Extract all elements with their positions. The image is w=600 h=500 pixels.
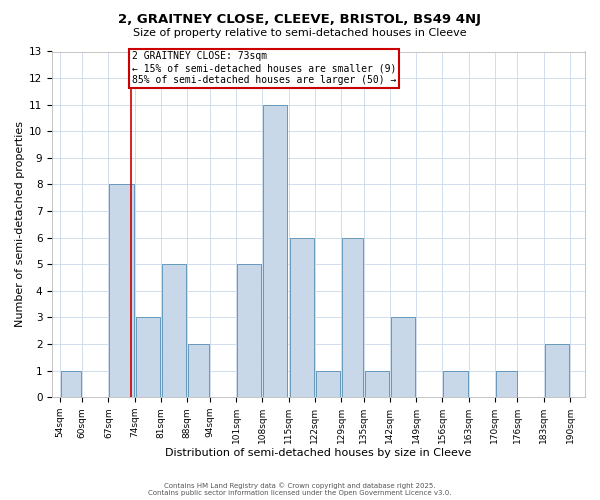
Text: 2 GRAITNEY CLOSE: 73sqm
← 15% of semi-detached houses are smaller (9)
85% of sem: 2 GRAITNEY CLOSE: 73sqm ← 15% of semi-de… [132,52,397,84]
Text: 2, GRAITNEY CLOSE, CLEEVE, BRISTOL, BS49 4NJ: 2, GRAITNEY CLOSE, CLEEVE, BRISTOL, BS49… [119,12,482,26]
Bar [237,264,261,397]
Bar [496,370,517,397]
Bar [263,104,287,397]
Bar [61,370,81,397]
Bar [342,238,362,397]
Bar [188,344,209,397]
Bar [391,318,415,397]
Text: Contains public sector information licensed under the Open Government Licence v3: Contains public sector information licen… [148,490,452,496]
Bar [545,344,569,397]
Y-axis label: Number of semi-detached properties: Number of semi-detached properties [15,122,25,328]
Text: Contains HM Land Registry data © Crown copyright and database right 2025.: Contains HM Land Registry data © Crown c… [164,482,436,489]
Bar [136,318,160,397]
Bar [365,370,389,397]
Bar [316,370,340,397]
X-axis label: Distribution of semi-detached houses by size in Cleeve: Distribution of semi-detached houses by … [166,448,472,458]
Bar [109,184,134,397]
Bar [290,238,314,397]
Bar [162,264,186,397]
Text: Size of property relative to semi-detached houses in Cleeve: Size of property relative to semi-detach… [133,28,467,38]
Bar [443,370,467,397]
